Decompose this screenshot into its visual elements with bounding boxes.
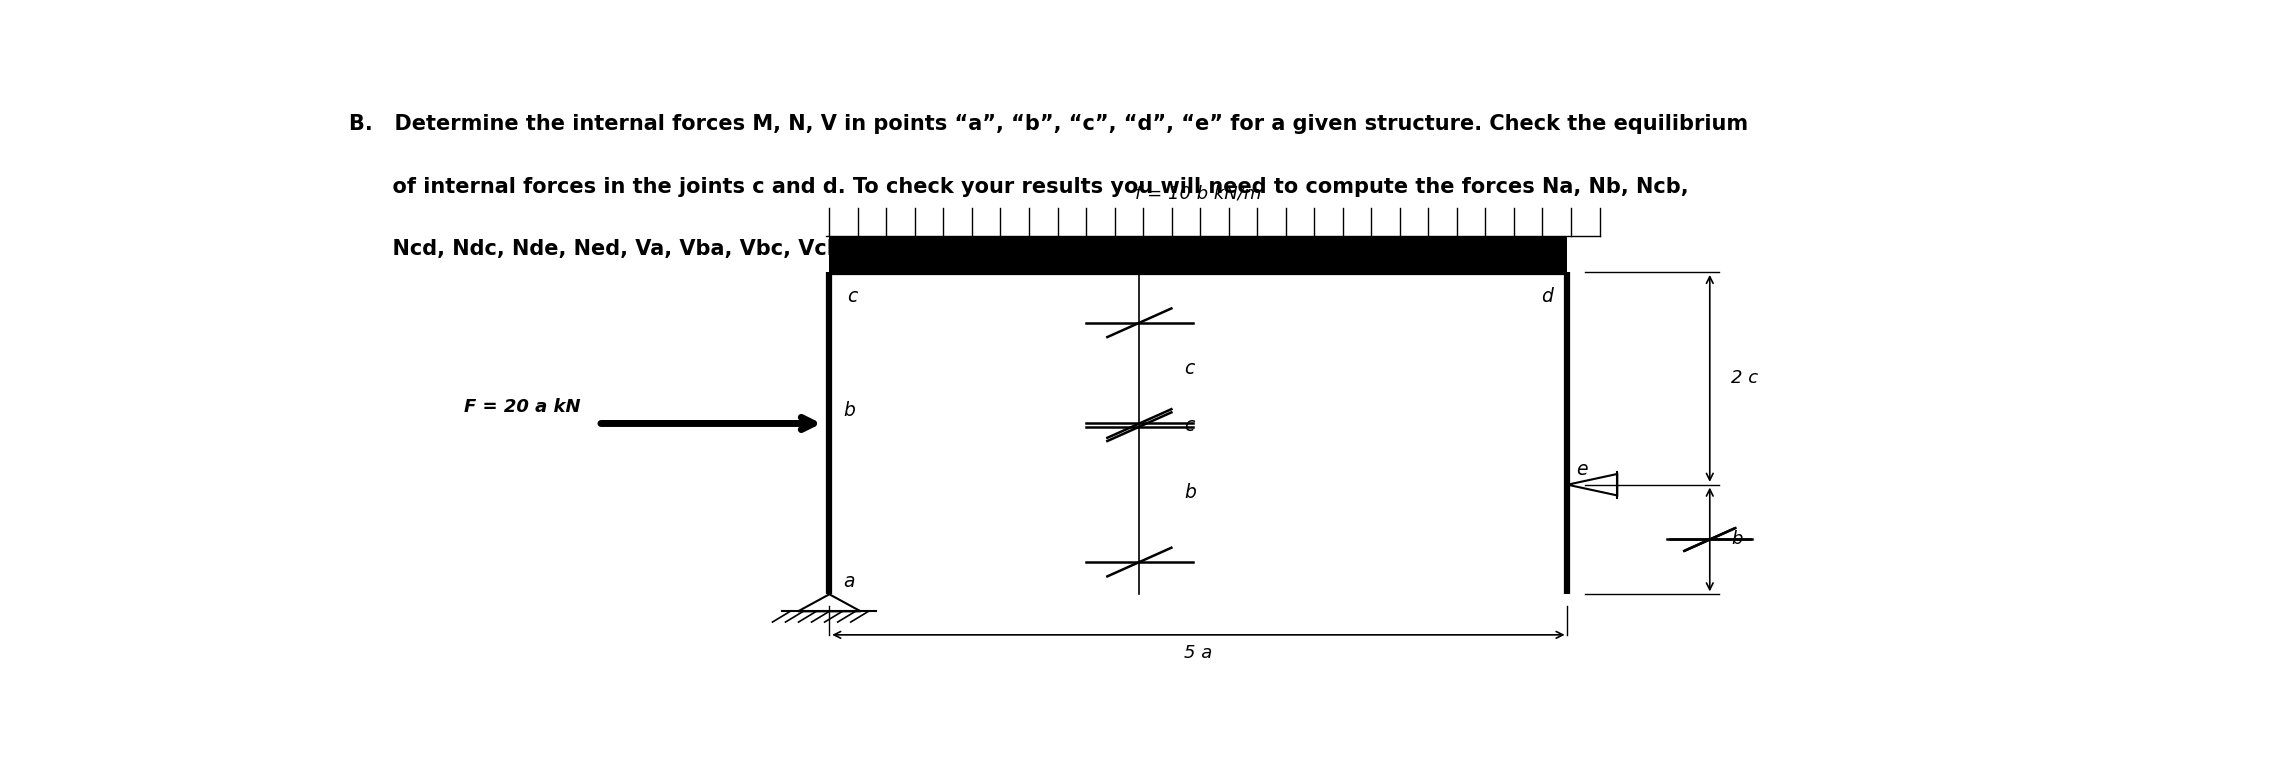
Text: e: e [1577, 460, 1588, 479]
Text: b: b [845, 401, 856, 421]
Text: Ncd, Ndc, Nde, Ned, Va, Vba, Vbc, Vcb, Vcd, Vdc, Vde, Ved, Ma, Mb, Mcb, Mcd, Mdc: Ncd, Ndc, Nde, Ned, Va, Vba, Vbc, Vcb, V… [349, 239, 1492, 259]
Text: of internal forces in the joints c and d. To check your results you will need to: of internal forces in the joints c and d… [349, 177, 1689, 197]
Text: a: a [845, 572, 856, 591]
Text: d: d [1542, 287, 1554, 306]
Text: b: b [1184, 484, 1196, 502]
Text: c: c [1184, 415, 1193, 435]
Text: F = 20 a kN: F = 20 a kN [464, 398, 581, 415]
Text: c: c [1184, 360, 1193, 378]
Text: 2 c: 2 c [1730, 370, 1758, 388]
Text: 5 a: 5 a [1184, 644, 1212, 662]
Text: b: b [1730, 531, 1742, 549]
Text: f = 10 b kN/m: f = 10 b kN/m [1136, 184, 1262, 203]
Bar [828, 236, 1567, 272]
Text: B.   Determine the internal forces M, N, V in points “a”, “b”, “c”, “d”, “e” for: B. Determine the internal forces M, N, V… [349, 114, 1749, 134]
Text: c: c [847, 287, 858, 306]
